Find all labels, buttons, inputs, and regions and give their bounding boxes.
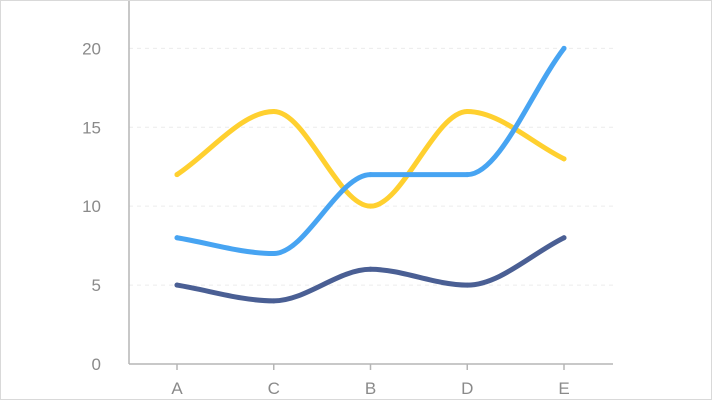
series-group (174, 45, 567, 304)
series-1-point-C (271, 108, 277, 114)
series-1-point-A (174, 172, 180, 178)
series-line-1 (174, 108, 567, 209)
series-2-point-E (561, 45, 567, 51)
series-3-point-E (561, 235, 567, 241)
x-tick-label-D: D (461, 379, 473, 398)
series-2-point-C (271, 251, 277, 257)
grid-lines (129, 47, 613, 286)
y-tick-label-10: 10 (82, 197, 101, 216)
x-tick-label-E: E (558, 379, 569, 398)
x-tick-label-A: A (171, 379, 183, 398)
series-3-point-C (271, 298, 277, 304)
y-tick-label-5: 5 (92, 276, 101, 295)
series-2-point-D (464, 172, 470, 178)
series-2-point-A (174, 235, 180, 241)
series-2-point-B (368, 172, 373, 178)
series-1-point-B (368, 203, 373, 209)
series-3-point-B (368, 266, 373, 272)
y-tick-label-15: 15 (82, 118, 101, 137)
series-3-point-D (464, 282, 470, 288)
series-1-point-D (464, 108, 470, 114)
y-tick-label-20: 20 (82, 39, 101, 58)
series-line-2 (174, 45, 567, 257)
y-axis: 0 5 10 15 20 (82, 1, 130, 374)
x-tick-label-B: B (365, 379, 376, 398)
y-tick-label-0: 0 (92, 355, 101, 374)
series-3-point-A (174, 282, 180, 288)
series-1-point-E (561, 156, 567, 162)
x-tick-label-C: C (268, 379, 280, 398)
